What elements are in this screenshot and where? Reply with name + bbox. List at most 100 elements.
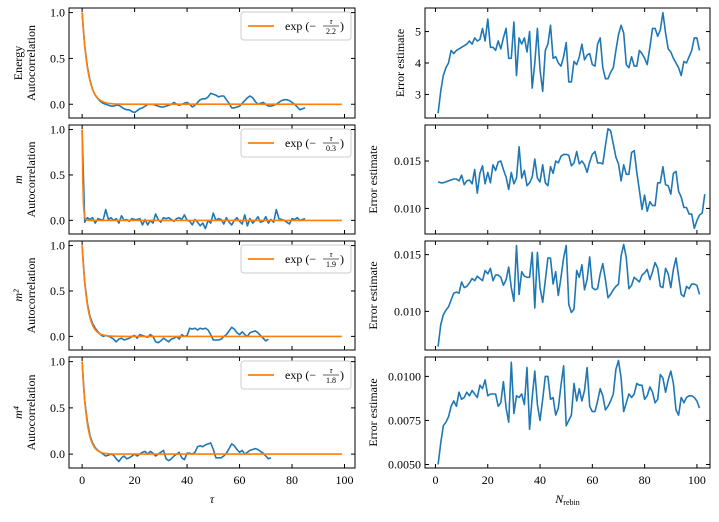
series-line-data xyxy=(437,359,701,465)
y-tick-label: 5 xyxy=(415,25,421,39)
y-tick-label: 0.010 xyxy=(394,201,421,215)
x-axis-label: Nrebin xyxy=(554,492,579,507)
x-tick-label: 80 xyxy=(286,473,298,487)
legend: exp (− τ1.8) xyxy=(240,360,352,390)
y-tick-label: 0.0 xyxy=(50,97,65,111)
series-line-data xyxy=(437,11,701,114)
y-tick-label: 0.0050 xyxy=(388,457,421,471)
y-tick-label: 0.015 xyxy=(394,248,421,262)
y-tick-label: 0.010 xyxy=(394,304,421,318)
panel-row1-left: 0.0 0.5 1.0 Energy Autocorrelation exp (− τ2.2… xyxy=(11,6,356,119)
legend: exp (− τ2.2) xyxy=(240,11,352,41)
legend-fraction-denominator: 1.9 xyxy=(326,260,336,269)
legend-close-paren: ) xyxy=(340,368,344,382)
y-axis-label: Error estimate xyxy=(393,29,407,97)
legend-frame xyxy=(240,360,352,390)
legend-frame xyxy=(240,11,352,41)
y-tick-label: 0.0 xyxy=(50,329,65,343)
y-tick-label: 0.015 xyxy=(394,154,421,168)
series-line-data xyxy=(437,128,706,230)
series-line-fit xyxy=(81,361,343,455)
y-axis-label: Error estimate xyxy=(366,378,380,446)
panel-row3-right: 0.010 0.015 Error estimate xyxy=(366,240,711,351)
series-line-data xyxy=(81,12,306,114)
axes-frame xyxy=(68,356,356,469)
y-tick-label: 1.0 xyxy=(50,355,65,369)
y-axis-label: Error estimate xyxy=(366,261,380,329)
x-tick-label: 100 xyxy=(336,473,354,487)
y-tick-label: 1.0 xyxy=(50,123,65,137)
y-axis-label: Autocorrelation xyxy=(24,142,38,218)
y-axis-label-quantity: m xyxy=(11,175,25,184)
y-axis-label: Autocorrelation xyxy=(24,375,38,451)
panel-row1-right: 3 4 5 Error estimate xyxy=(393,7,711,119)
x-tick-label: 60 xyxy=(586,473,598,487)
legend-frame xyxy=(240,128,352,158)
x-tick-label: 40 xyxy=(534,473,546,487)
axes-frame xyxy=(68,7,356,119)
series-line-data xyxy=(81,245,269,344)
y-tick-label: 0.0 xyxy=(50,213,65,227)
y-tick-label: 4 xyxy=(415,56,421,70)
y-tick-label: 0.0 xyxy=(50,447,65,461)
legend: exp (− τ1.9) xyxy=(240,244,352,274)
y-tick-label: 0.5 xyxy=(50,51,65,65)
y-axis-label: Error estimate xyxy=(366,145,380,213)
x-tick-label: 100 xyxy=(688,473,706,487)
panel-row3-left: 0.0 0.5 1.0 m² Autocorrelation exp (− τ1.9) xyxy=(11,239,356,351)
y-tick-label: 1.0 xyxy=(50,6,65,20)
axes-frame xyxy=(424,356,711,469)
axes-frame xyxy=(68,240,356,351)
legend-close-paren: ) xyxy=(340,252,344,266)
x-axis-label: τ xyxy=(210,492,215,506)
legend-close-paren: ) xyxy=(340,136,344,150)
series-line-data xyxy=(437,243,701,347)
legend-fraction-numerator: τ xyxy=(330,134,334,143)
series-line-data xyxy=(81,129,306,230)
y-axis-label-quantity: m⁴ xyxy=(11,406,25,419)
legend-fraction-denominator: 2.2 xyxy=(326,27,336,36)
y-tick-label: 0.5 xyxy=(50,168,65,182)
legend-label: exp (− xyxy=(285,136,316,150)
x-tick-label: 80 xyxy=(639,473,651,487)
y-tick-label: 1.0 xyxy=(50,239,65,253)
legend-label: exp (− xyxy=(285,19,316,33)
x-tick-label: 60 xyxy=(234,473,246,487)
legend-label: exp (− xyxy=(285,252,316,266)
y-axis-label-quantity: m² xyxy=(11,289,25,302)
y-tick-label: 0.0100 xyxy=(388,369,421,383)
panel-row2-left: 0.0 0.5 1.0 m Autocorrelation exp (− τ0.3) xyxy=(11,123,356,235)
legend-fraction-numerator: τ xyxy=(330,17,334,26)
x-axis-label-sub: rebin xyxy=(563,498,579,507)
legend-fraction-denominator: 1.8 xyxy=(326,376,336,385)
y-tick-label: 0.5 xyxy=(50,284,65,298)
x-tick-label: 0 xyxy=(432,473,438,487)
series-line-fit xyxy=(81,12,343,106)
panel-row4-right: 0 20 40 60 80 100 0.0050 0.0075 0.0100 Error esti… xyxy=(366,356,711,507)
legend-frame xyxy=(240,244,352,274)
x-tick-label: 20 xyxy=(129,473,141,487)
y-tick-label: 0.5 xyxy=(50,401,65,415)
axes-frame xyxy=(424,240,711,351)
y-tick-label: 3 xyxy=(415,87,421,101)
legend-fraction-numerator: τ xyxy=(330,366,334,375)
y-axis-label: Autocorrelation xyxy=(24,25,38,101)
legend-fraction-denominator: 0.3 xyxy=(326,144,336,153)
series-line-fit xyxy=(81,245,343,338)
legend-close-paren: ) xyxy=(340,19,344,33)
series-line-fit xyxy=(81,129,343,222)
legend-label: exp (− xyxy=(285,368,316,382)
legend: exp (− τ0.3) xyxy=(240,128,352,158)
x-axis-label-main: N xyxy=(554,492,564,506)
axes-frame xyxy=(68,124,356,235)
x-tick-label: 40 xyxy=(181,473,193,487)
y-axis-label-quantity: Energy xyxy=(11,46,25,80)
x-tick-label: 0 xyxy=(79,473,85,487)
panel-row2-right: 0.010 0.015 Error estimate xyxy=(366,124,711,235)
axes-frame xyxy=(424,124,711,235)
y-axis-label: Autocorrelation xyxy=(24,258,38,334)
legend-fraction-numerator: τ xyxy=(330,250,334,259)
x-tick-label: 20 xyxy=(482,473,494,487)
